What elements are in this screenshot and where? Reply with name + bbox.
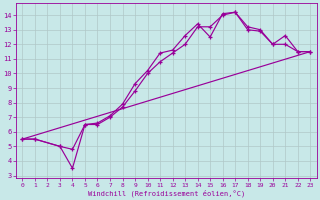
X-axis label: Windchill (Refroidissement éolien,°C): Windchill (Refroidissement éolien,°C) <box>88 189 245 197</box>
